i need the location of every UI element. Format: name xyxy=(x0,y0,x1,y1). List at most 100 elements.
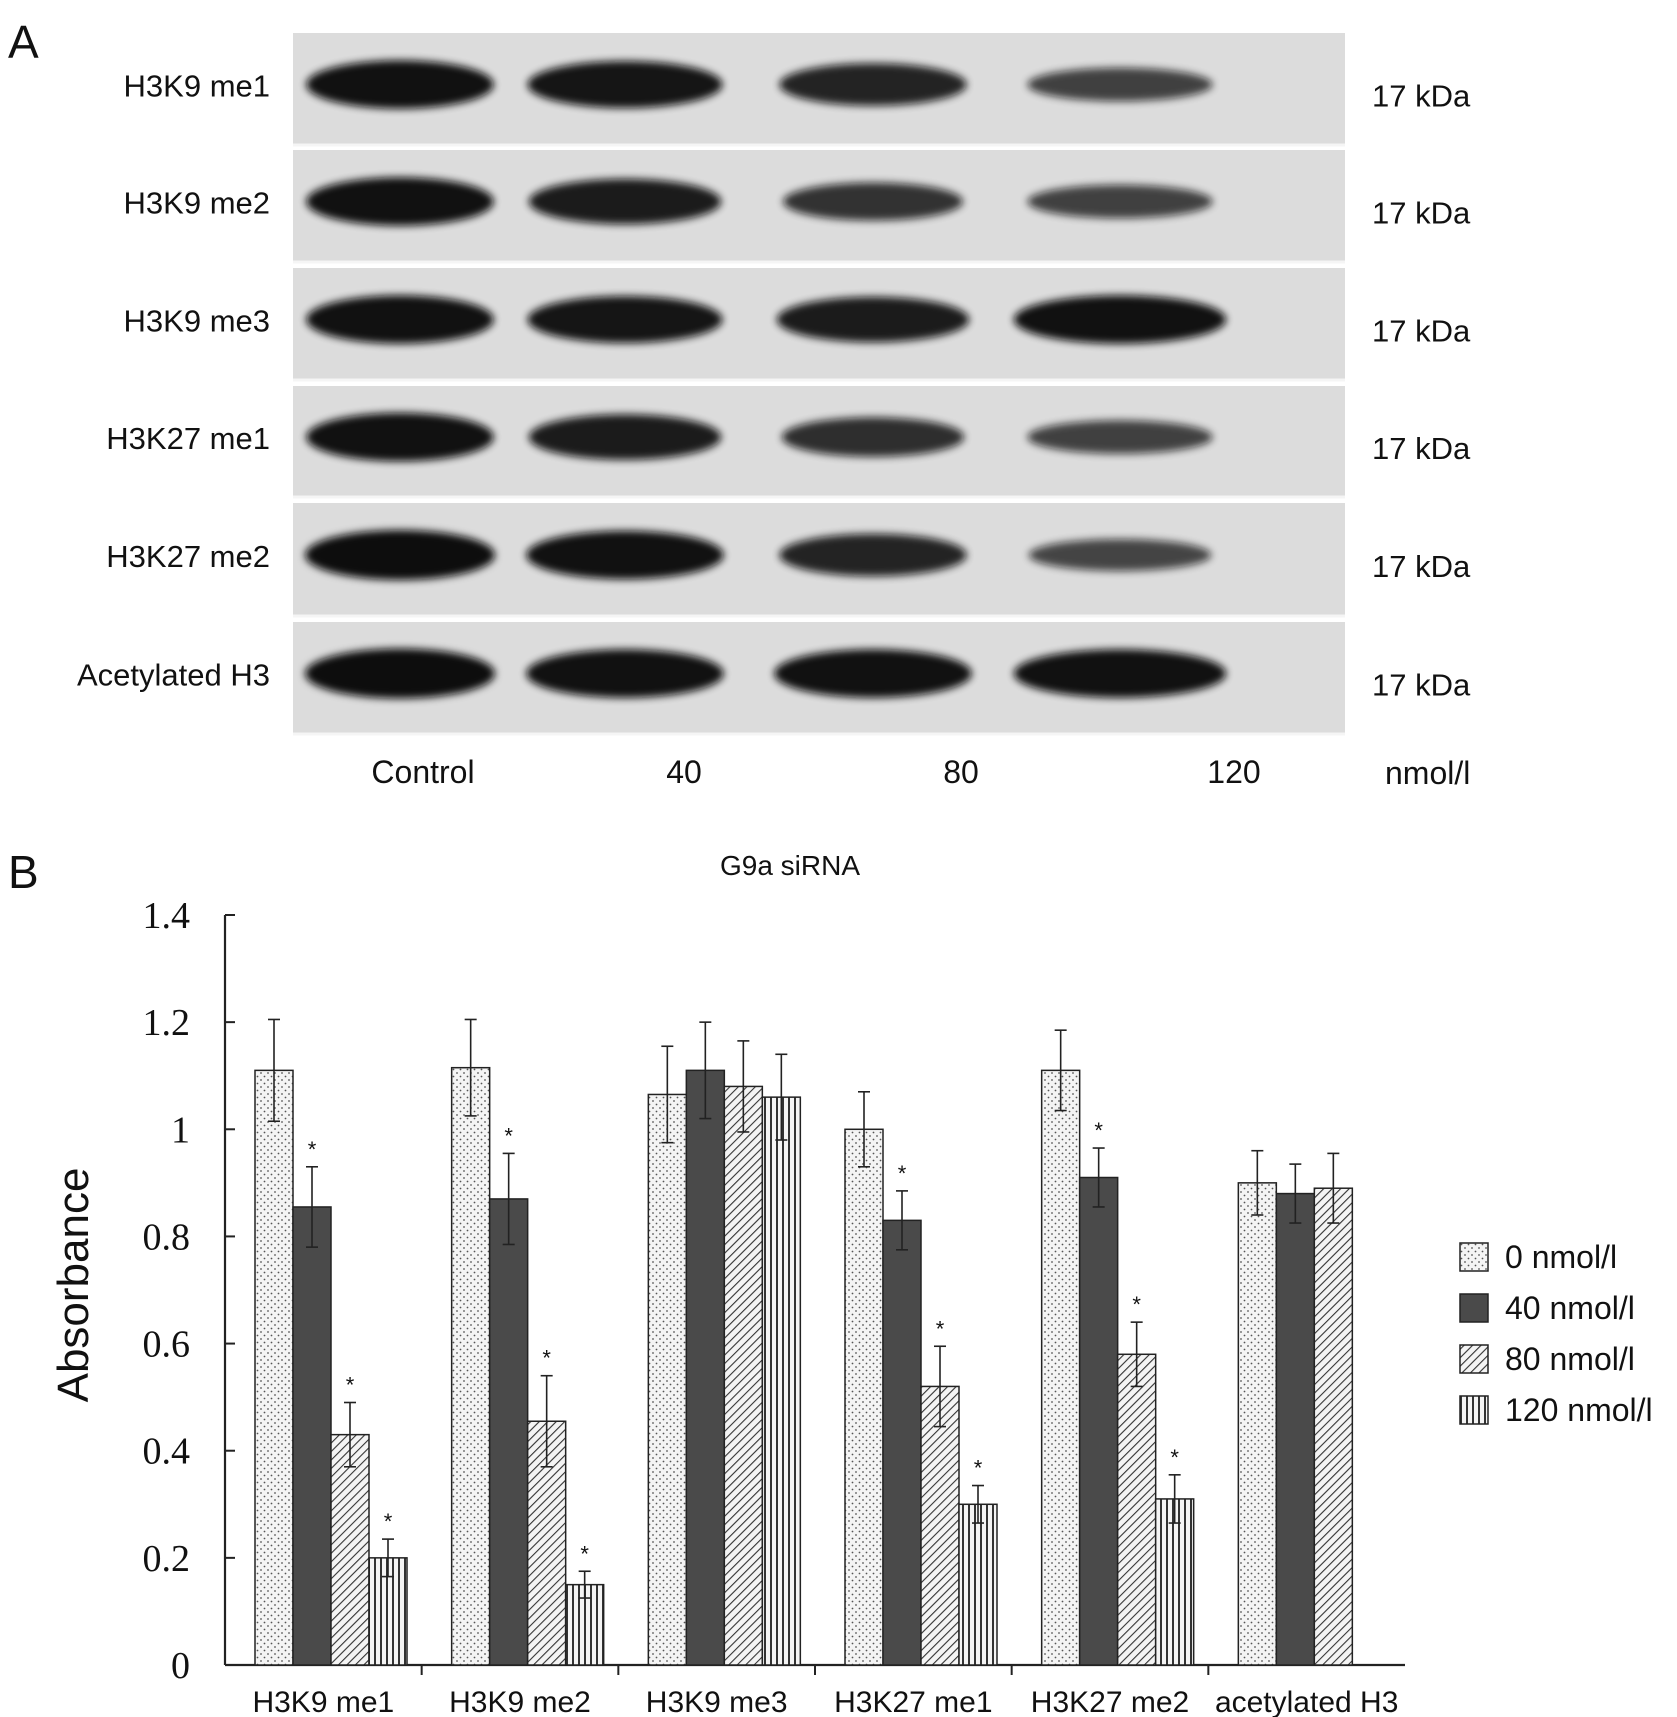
chart-axes xyxy=(223,915,1405,1667)
protein-band xyxy=(774,649,972,698)
x-tick-label: H3K9 me3 xyxy=(646,1686,788,1717)
protein-band xyxy=(306,295,494,344)
legend-swatch xyxy=(1459,1344,1489,1374)
protein-band xyxy=(305,529,495,580)
y-tick-label: 0.8 xyxy=(143,1216,191,1258)
x-tick-label: H3K9 me2 xyxy=(449,1686,591,1717)
panel-b-label: B xyxy=(8,846,39,898)
protein-band xyxy=(527,296,723,344)
protein-band xyxy=(527,61,723,109)
bar xyxy=(1154,1498,1195,1666)
protein-band xyxy=(779,533,967,577)
lane-labels: Control 40 80 120 xyxy=(371,754,1260,790)
y-tick-label: 0.4 xyxy=(143,1431,191,1473)
protein-band xyxy=(1013,295,1227,344)
legend: 0 nmol/l 40 nmol/l 80 nmol/l 120 nmol/l xyxy=(1459,1239,1653,1428)
protein-band xyxy=(776,296,970,343)
protein-band xyxy=(528,178,722,225)
bar xyxy=(330,1433,370,1666)
molecular-weight-label: 17 kDa xyxy=(1372,549,1471,584)
blot-row: H3K9 me2 17 kDa xyxy=(124,150,1471,264)
blot-row-label: H3K9 me3 xyxy=(124,304,270,339)
y-tick-label: 1 xyxy=(171,1109,190,1151)
protein-band xyxy=(1027,184,1213,219)
bar-chart-panel: B G9a siRNA Absorbance 0 0.2 0.4 0.6 0.8 1 1.2… xyxy=(8,846,1653,1717)
western-blot-panel: A H3K9 me1 17 kDa H3K9 me2 17 kDa H3K9 me3 17… xyxy=(8,16,1471,791)
protein-band xyxy=(1028,538,1212,571)
significance-marker: * xyxy=(580,1541,589,1566)
y-tick-label: 0.2 xyxy=(143,1538,191,1580)
blot-row: H3K27 me1 17 kDa xyxy=(106,386,1471,499)
blot-row-label: Acetylated H3 xyxy=(77,658,270,693)
molecular-weight-label: 17 kDa xyxy=(1372,431,1471,466)
protein-band xyxy=(1027,420,1213,454)
x-tick-label: H3K9 me1 xyxy=(252,1686,394,1717)
significance-marker: * xyxy=(1094,1118,1103,1143)
blot-row-label: H3K9 me2 xyxy=(124,186,270,221)
legend-label: 80 nmol/l xyxy=(1505,1341,1635,1377)
bar xyxy=(882,1219,922,1666)
protein-band xyxy=(306,177,494,226)
significance-marker: * xyxy=(542,1346,551,1371)
bar xyxy=(1275,1192,1316,1666)
molecular-weight-label: 17 kDa xyxy=(1372,314,1471,349)
legend-label: 40 nmol/l xyxy=(1505,1290,1635,1326)
blot-row: Acetylated H3 17 kDa xyxy=(77,622,1471,736)
x-tick-label: H3K27 me1 xyxy=(834,1686,992,1717)
protein-band xyxy=(1013,649,1227,698)
bar xyxy=(647,1093,688,1666)
blot-row: H3K9 me3 17 kDa xyxy=(124,268,1471,382)
y-tick-label: 0.6 xyxy=(143,1324,191,1366)
protein-band xyxy=(306,412,494,462)
protein-band xyxy=(528,414,722,460)
significance-marker: * xyxy=(898,1161,907,1186)
protein-band xyxy=(526,649,724,698)
concentration-unit-label: nmol/l xyxy=(1385,755,1470,791)
legend-swatch xyxy=(1459,1395,1489,1425)
bar xyxy=(844,1128,884,1666)
blot-row: H3K27 me2 17 kDa xyxy=(106,503,1471,618)
significance-marker: * xyxy=(346,1373,355,1398)
bar xyxy=(761,1096,802,1666)
lane-label: 80 xyxy=(943,754,979,790)
x-axis-tick-labels: H3K9 me1 H3K9 me2 H3K9 me3 H3K27 me1 H3K27 m… xyxy=(252,1665,1398,1717)
protein-band xyxy=(783,182,963,221)
legend-label: 120 nmol/l xyxy=(1505,1392,1653,1428)
bar xyxy=(254,1069,294,1666)
lane-label: Control xyxy=(371,754,474,790)
legend-swatch xyxy=(1459,1242,1489,1272)
protein-band xyxy=(305,648,495,699)
bar xyxy=(723,1085,764,1666)
legend-swatch xyxy=(1459,1293,1489,1323)
molecular-weight-label: 17 kDa xyxy=(1372,79,1471,114)
bar xyxy=(1116,1353,1157,1666)
blot-rows: H3K9 me1 17 kDa H3K9 me2 17 kDa H3K9 me3 17 k… xyxy=(77,33,1471,736)
bar xyxy=(1237,1182,1278,1666)
molecular-weight-label: 17 kDa xyxy=(1372,196,1471,231)
significance-marker: * xyxy=(974,1456,983,1481)
bar xyxy=(488,1198,529,1666)
x-tick-label: acetylated H3 xyxy=(1215,1686,1398,1717)
x-tick-label: H3K27 me2 xyxy=(1031,1686,1189,1717)
molecular-weight-label: 17 kDa xyxy=(1372,668,1471,703)
y-tick-label: 1.4 xyxy=(143,895,191,937)
bar xyxy=(292,1206,332,1666)
y-tick-label: 1.2 xyxy=(143,1002,191,1044)
bar xyxy=(1078,1176,1119,1666)
blot-row-label: H3K27 me2 xyxy=(106,539,270,574)
significance-marker: * xyxy=(504,1123,513,1148)
protein-band xyxy=(1027,67,1213,102)
y-axis-ticks: 0 0.2 0.4 0.6 0.8 1 1.2 1.4 xyxy=(143,895,235,1687)
legend-label: 0 nmol/l xyxy=(1505,1239,1617,1275)
bar xyxy=(450,1066,491,1666)
bars: * * * * * * * * * * * * xyxy=(254,1018,1354,1666)
blot-row-label: H3K9 me1 xyxy=(124,69,270,104)
protein-band xyxy=(781,417,965,457)
lane-label: 120 xyxy=(1207,754,1260,790)
bar xyxy=(920,1385,960,1666)
blot-row: H3K9 me1 17 kDa xyxy=(124,33,1471,147)
protein-band xyxy=(306,60,494,109)
significance-marker: * xyxy=(308,1137,317,1162)
significance-marker: * xyxy=(1170,1445,1179,1470)
